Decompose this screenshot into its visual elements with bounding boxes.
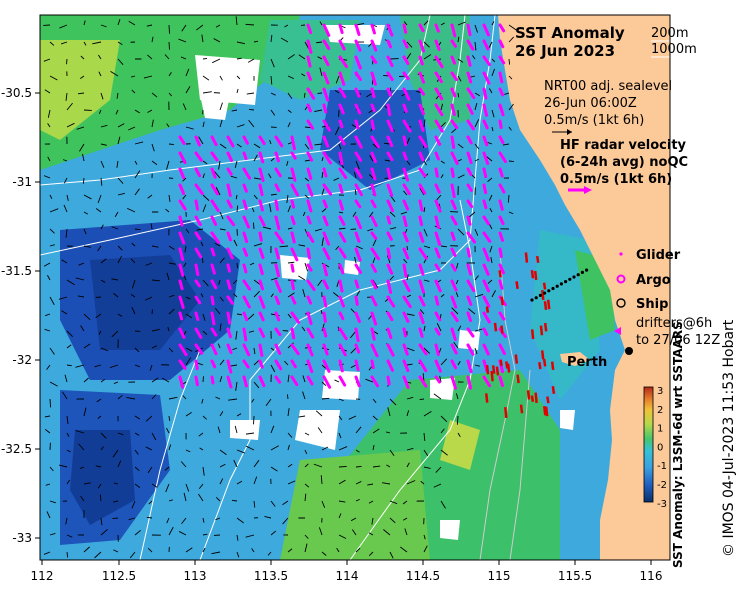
colorbar-ticks: 3 2 1 0 -1 -2 -3	[657, 386, 667, 510]
radar-scale: 0.5m/s (1kt 6h)	[560, 172, 672, 187]
isobath-label-1000: 1000m	[651, 42, 697, 57]
legend-argo: Argo	[636, 273, 671, 288]
y-tick-label: -32	[12, 353, 32, 367]
y-tick-label: -30.5	[1, 86, 32, 100]
perth-marker	[625, 347, 633, 355]
colorbar-tick-label: 0	[657, 442, 663, 453]
glider-marker	[619, 252, 623, 256]
plot-frame	[39, 14, 671, 561]
ship-track	[530, 268, 589, 302]
argo-marker	[616, 274, 626, 284]
map-title-line1: SST Anomaly	[515, 24, 625, 42]
sealevel-scale: 0.5m/s (1kt 6h)	[544, 113, 644, 128]
sealevel-label: NRT00 adj. sealevel	[544, 79, 672, 94]
legend-drifters-line1: drifters@6h	[636, 316, 712, 331]
colorbar-tick-label: -3	[657, 499, 667, 510]
drifter-tracks	[484, 252, 556, 419]
legend-ship: Ship	[636, 297, 668, 312]
x-tick-label: 116	[640, 569, 663, 583]
y-tick-label: -31.5	[1, 264, 32, 278]
colorbar-tick-label: 3	[657, 386, 663, 397]
sst-field: Perth	[40, 15, 670, 560]
radar-label: HF radar velocity	[560, 138, 687, 153]
y-tick-label: -33	[12, 531, 32, 545]
colorbar-tick-label: 1	[657, 424, 663, 435]
x-tick-label: 114	[336, 569, 359, 583]
colorbar-tick-label: -1	[657, 461, 667, 472]
map-title-line2: 26 Jun 2023	[515, 42, 615, 60]
legend-drifters-line2: to 27/06 12Z	[636, 333, 720, 348]
credit-text: © IMOS 04-Jul-2023 11:53 Hobart	[721, 319, 737, 557]
y-tick-label: -31	[12, 175, 32, 189]
y-tick-label: -32.5	[1, 442, 32, 456]
x-tick-label: 114.5	[406, 569, 440, 583]
ship-marker	[616, 298, 626, 308]
colorbar	[643, 386, 654, 503]
land-mass	[498, 15, 670, 560]
place-perth: Perth	[567, 355, 607, 370]
legend-glider: Glider	[636, 248, 681, 263]
x-tick-label: 112	[31, 569, 54, 583]
colorbar-label: SST Anomaly: L3SM-6d wrt SSTAARS	[671, 321, 685, 568]
sealevel-date: 26-Jun 06:00Z	[544, 96, 637, 111]
y-axis: -30.5 -31 -31.5 -32 -32.5 -33	[1, 86, 40, 545]
x-tick-label: 115.5	[558, 569, 592, 583]
x-tick-label: 115	[488, 569, 511, 583]
colorbar-tick-label: 2	[657, 405, 663, 416]
x-tick-label: 113.5	[254, 569, 288, 583]
colorbar-tick-label: -2	[657, 480, 667, 491]
hf-radar-velocity-arrows	[178, 23, 507, 390]
radar-avg: (6-24h avg) noQC	[560, 155, 688, 170]
x-tick-label: 112.5	[102, 569, 136, 583]
x-axis: 112 112.5 113 113.5 114 114.5 115 115.5 116	[31, 560, 663, 583]
x-tick-label: 113	[184, 569, 207, 583]
